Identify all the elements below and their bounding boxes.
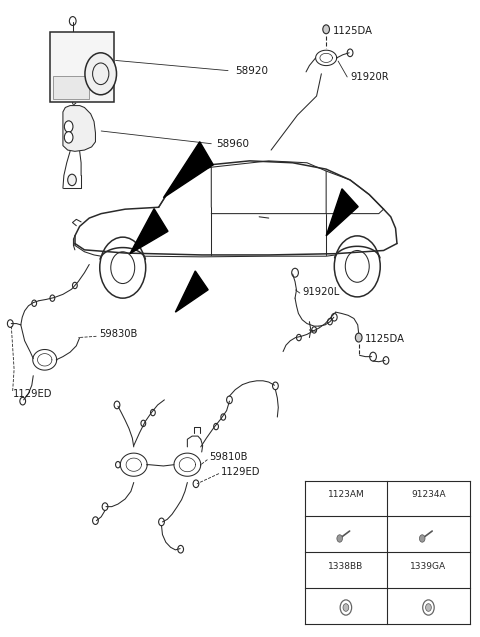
Circle shape bbox=[64, 132, 73, 143]
Circle shape bbox=[426, 604, 432, 612]
Circle shape bbox=[323, 25, 329, 34]
Text: 91920L: 91920L bbox=[302, 287, 339, 297]
Polygon shape bbox=[63, 106, 96, 152]
Polygon shape bbox=[175, 271, 208, 312]
Circle shape bbox=[355, 333, 362, 342]
Text: 1129ED: 1129ED bbox=[221, 468, 260, 477]
Text: 58920: 58920 bbox=[235, 66, 268, 76]
Text: 1125DA: 1125DA bbox=[364, 334, 405, 345]
FancyBboxPatch shape bbox=[50, 32, 114, 102]
Text: 91920R: 91920R bbox=[350, 72, 389, 82]
Text: 1125DA: 1125DA bbox=[333, 26, 373, 36]
Polygon shape bbox=[130, 209, 168, 254]
Text: 59810B: 59810B bbox=[209, 452, 247, 462]
Text: 1129ED: 1129ED bbox=[12, 389, 52, 399]
Text: 59830B: 59830B bbox=[99, 329, 137, 340]
Circle shape bbox=[85, 53, 117, 95]
Text: 58960: 58960 bbox=[216, 139, 249, 148]
Circle shape bbox=[343, 604, 349, 612]
Bar bbox=[53, 76, 89, 99]
Circle shape bbox=[68, 174, 76, 185]
Circle shape bbox=[64, 121, 73, 132]
Circle shape bbox=[420, 534, 425, 542]
Text: 1339GA: 1339GA bbox=[410, 562, 446, 571]
Text: 1123AM: 1123AM bbox=[327, 490, 364, 499]
Text: 1338BB: 1338BB bbox=[328, 562, 363, 571]
Circle shape bbox=[337, 534, 342, 542]
Polygon shape bbox=[163, 141, 213, 197]
Text: 91234A: 91234A bbox=[411, 490, 446, 499]
Polygon shape bbox=[326, 189, 358, 236]
